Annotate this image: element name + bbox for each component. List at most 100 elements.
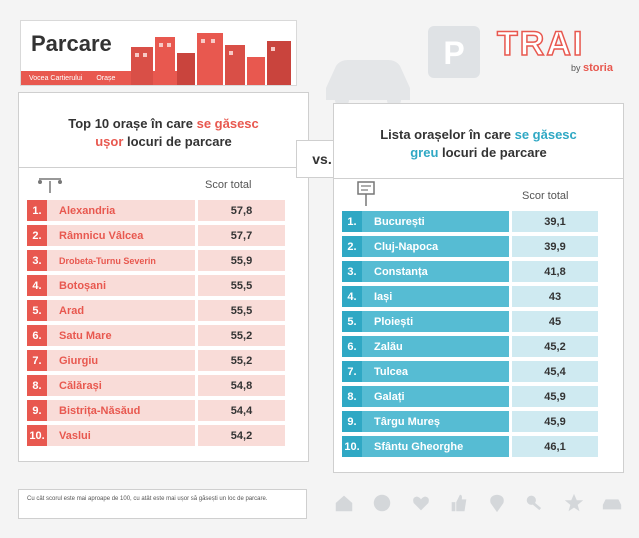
city-name: Alexandria [47,200,195,221]
city-name: Constanța [362,261,509,282]
city-name: Bistrița-Năsăud [47,400,195,421]
city-score: 43 [512,286,598,307]
ranking-row: 4. Botoșani 55,5 [27,275,285,296]
street-lamp-icon [38,178,62,193]
city-name: Vaslui [47,425,195,446]
rank-number: 4. [27,275,47,296]
hard-panel-title: Lista orașelor în care se găsesc greu lo… [380,127,577,160]
rank-number: 8. [342,386,362,407]
ranking-row: 1. Alexandria 57,8 [27,200,285,221]
ranking-row: 6. Satu Mare 55,2 [27,325,285,346]
city-name: Botoșani [47,275,195,296]
city-score: 39,1 [512,211,598,232]
parking-sign-icon: P [428,26,480,78]
location-pin-icon [490,494,504,513]
city-score: 55,9 [198,250,285,271]
ranking-row: 7. Giurgiu 55,2 [27,350,285,371]
bottom-icon-strip [333,490,623,516]
ranking-row: 9. Bistrița-Năsăud 54,4 [27,400,285,421]
city-name: Râmnicu Vâlcea [47,225,195,246]
rank-number: 10. [342,436,362,457]
city-score: 45 [512,311,598,332]
ranking-row: 8. Galați 45,9 [342,386,598,407]
ranking-row: 9. Târgu Mureș 45,9 [342,411,598,432]
tag-vocea-cartierului[interactable]: Vocea Cartierului [29,74,83,82]
ranking-row: 3. Constanța 41,8 [342,261,598,282]
header-card: Parcare Vocea Cartierului Orașe [20,20,297,86]
rank-number: 9. [27,400,47,421]
hard-parking-panel: Lista orașelor în care se găsesc greu lo… [333,103,624,473]
city-name: Drobeta-Turnu Severin [47,250,195,271]
rank-number: 1. [27,200,47,221]
svg-text:P: P [443,35,464,71]
city-name: Satu Mare [47,325,195,346]
score-column-header: Scor total [522,190,569,202]
rank-number: 2. [27,225,47,246]
easy-panel-title: Top 10 orașe în care se găsesc ușor locu… [68,116,259,149]
tag-orase[interactable]: Orașe [96,74,116,82]
rank-number: 6. [342,336,362,357]
city-score: 45,2 [512,336,598,357]
rank-number: 4. [342,286,362,307]
heart-icon [412,496,429,511]
score-column-header: Scor total [205,179,252,191]
city-name: Tulcea [362,361,509,382]
rank-number: 6. [27,325,47,346]
car-illustration [326,60,410,107]
city-name: Târgu Mureș [362,411,509,432]
city-score: 54,8 [198,375,285,396]
city-skyline-illustration [131,33,291,85]
rank-number: 2. [342,236,362,257]
rank-number: 7. [27,350,47,371]
rank-number: 7. [342,361,362,382]
key-icon [527,495,542,511]
city-score: 57,8 [198,200,285,221]
ranking-row: 10. Sfântu Gheorghe 46,1 [342,436,598,457]
city-score: 39,9 [512,236,598,257]
divider [334,178,623,179]
city-name: Cluj-Napoca [362,236,509,257]
brand-name: storia [583,62,613,74]
city-score: 45,9 [512,386,598,407]
easy-parking-panel: Top 10 orașe în care se găsesc ușor locu… [18,92,309,462]
car-icon [602,499,622,510]
rank-number: 9. [342,411,362,432]
divider [19,167,308,168]
thumbs-up-icon [451,494,467,512]
ranking-row: 2. Râmnicu Vâlcea 57,7 [27,225,285,246]
star-icon [564,493,583,512]
city-name: Ploiești [362,311,509,332]
city-score: 57,7 [198,225,285,246]
city-score: 55,5 [198,275,285,296]
ranking-row: 3. Drobeta-Turnu Severin 55,9 [27,250,285,271]
footnote: Cu cât scorul este mai aproape de 100, c… [18,489,307,519]
rank-number: 1. [342,211,362,232]
city-score: 45,4 [512,361,598,382]
smiley-icon [374,494,391,512]
ranking-row: 4. Iași 43 [342,286,598,307]
city-score: 54,2 [198,425,285,446]
ranking-row: 5. Arad 55,5 [27,300,285,321]
city-name: Galați [362,386,509,407]
city-name: Călărași [47,375,195,396]
rank-number: 3. [342,261,362,282]
brand-logo: TRAI by storia [496,25,617,86]
city-name: București [362,211,509,232]
city-score: 41,8 [512,261,598,282]
city-score: 46,1 [512,436,598,457]
city-score: 55,2 [198,350,285,371]
city-name: Zalău [362,336,509,357]
ranking-row: 6. Zalău 45,2 [342,336,598,357]
city-name: Iași [362,286,509,307]
house-icon [335,495,353,512]
rank-number: 5. [342,311,362,332]
city-name: Giurgiu [47,350,195,371]
rank-number: 8. [27,375,47,396]
rank-number: 10. [27,425,47,446]
ranking-row: 5. Ploiești 45 [342,311,598,332]
city-name: Arad [47,300,195,321]
brand-word: TRAI [496,25,585,63]
rank-number: 5. [27,300,47,321]
brand-by: by [571,63,581,73]
ranking-row: 10. Vaslui 54,2 [27,425,285,446]
